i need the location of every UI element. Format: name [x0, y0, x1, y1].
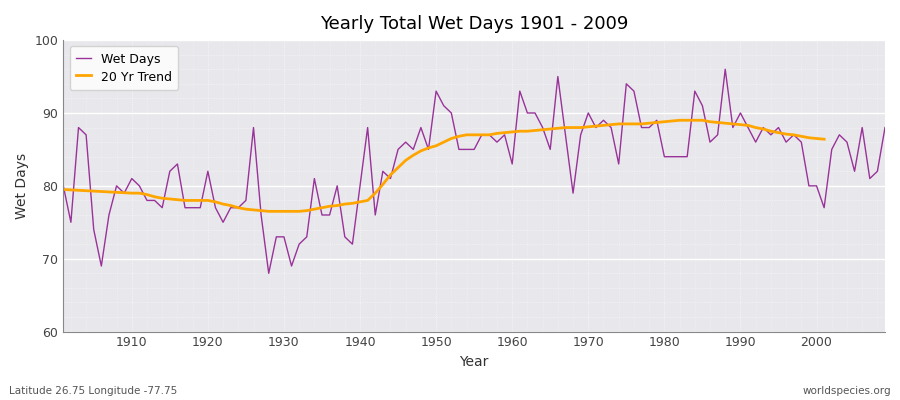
Wet Days — [293, 242, 304, 246]
20 Yr Trend — [210, 200, 220, 204]
20 Yr Trend — [819, 137, 830, 142]
Wet Days — [339, 234, 350, 239]
Text: worldspecies.org: worldspecies.org — [803, 386, 891, 396]
20 Yr Trend — [233, 205, 244, 210]
Line: Wet Days: Wet Days — [63, 69, 885, 273]
Legend: Wet Days, 20 Yr Trend: Wet Days, 20 Yr Trend — [69, 46, 178, 90]
Wet Days — [515, 89, 526, 94]
Text: Latitude 26.75 Longitude -77.75: Latitude 26.75 Longitude -77.75 — [9, 386, 177, 396]
Wet Days — [507, 162, 517, 166]
20 Yr Trend — [264, 209, 274, 214]
20 Yr Trend — [613, 122, 624, 126]
Line: 20 Yr Trend: 20 Yr Trend — [63, 120, 824, 211]
20 Yr Trend — [674, 118, 685, 123]
20 Yr Trend — [689, 118, 700, 123]
Wet Days — [606, 125, 616, 130]
Wet Days — [58, 184, 68, 188]
Wet Days — [720, 67, 731, 72]
Wet Days — [119, 191, 130, 196]
20 Yr Trend — [271, 209, 282, 214]
Wet Days — [264, 271, 274, 276]
X-axis label: Year: Year — [460, 355, 489, 369]
20 Yr Trend — [58, 187, 68, 192]
Title: Yearly Total Wet Days 1901 - 2009: Yearly Total Wet Days 1901 - 2009 — [320, 15, 628, 33]
Wet Days — [879, 125, 890, 130]
20 Yr Trend — [476, 132, 487, 137]
Y-axis label: Wet Days: Wet Days — [15, 153, 29, 219]
